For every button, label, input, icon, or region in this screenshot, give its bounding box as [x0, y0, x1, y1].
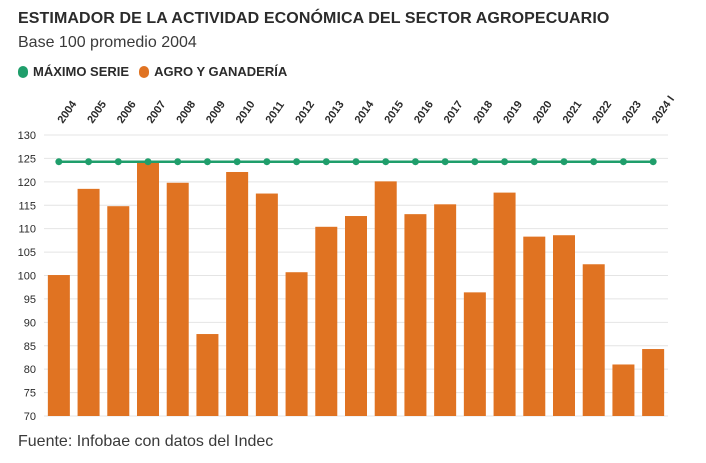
bar — [434, 204, 457, 416]
legend-label-agro: AGRO Y GANADERÍA — [154, 64, 288, 79]
bar — [553, 235, 575, 416]
x-tick-label: 2020 — [531, 99, 555, 126]
y-tick-label: 120 — [18, 177, 36, 189]
x-tick-label: 2009 — [204, 99, 228, 126]
bar — [523, 236, 546, 416]
max-series-point — [85, 158, 93, 166]
max-series-point — [649, 158, 657, 166]
x-tick-label: 2016 — [412, 99, 436, 126]
x-tick-label: 2011 — [263, 99, 287, 125]
x-tick-label: 2017 — [442, 99, 466, 126]
legend-label-max: MÁXIMO SERIE — [33, 64, 130, 79]
y-tick-label: 75 — [24, 388, 36, 400]
legend-swatch-agro — [139, 65, 150, 78]
chart-subtitle: Base 100 promedio 2004 — [18, 34, 197, 51]
max-series-point — [352, 158, 360, 166]
max-series-point — [471, 158, 479, 166]
x-tick-label: 2007 — [145, 99, 169, 126]
bar — [463, 292, 486, 416]
max-series-point — [530, 158, 538, 166]
max-series-point — [590, 158, 598, 166]
max-series-point — [501, 158, 509, 166]
bar — [77, 188, 100, 416]
bar — [315, 226, 338, 416]
x-tick-label: 2023 — [620, 99, 644, 126]
bar — [166, 182, 189, 416]
max-series-point — [233, 158, 241, 166]
max-series-point — [293, 158, 301, 166]
y-tick-label: 130 — [18, 130, 36, 142]
bar — [196, 334, 219, 416]
y-tick-label: 110 — [18, 224, 36, 236]
y-tick-label: 80 — [24, 364, 36, 376]
bar — [137, 161, 159, 416]
max-series-point — [322, 158, 330, 166]
y-tick-label: 70 — [24, 411, 36, 423]
max-series-point — [114, 158, 122, 166]
max-series-point — [144, 158, 152, 166]
max-series-point — [55, 158, 63, 166]
x-tick-label: 2004 — [55, 98, 79, 126]
legend-item-agro: AGRO Y GANADERÍA — [139, 64, 287, 79]
x-tick-label: 2005 — [85, 99, 109, 126]
x-tick-label: 2006 — [115, 99, 139, 126]
chart-legend: MÁXIMO SERIE AGRO Y GANADERÍA — [18, 64, 297, 79]
x-tick-label: 2019 — [501, 99, 525, 126]
y-tick-label: 85 — [24, 341, 36, 353]
bar — [345, 216, 367, 416]
x-tick-label: 2012 — [293, 99, 317, 126]
y-tick-label: 125 — [18, 153, 36, 165]
x-tick-label: 2024 I — [650, 94, 677, 126]
y-tick-label: 95 — [24, 294, 36, 306]
max-series-point — [203, 158, 211, 166]
y-tick-label: 100 — [18, 271, 36, 283]
max-series-point — [174, 158, 182, 166]
x-tick-label: 2013 — [323, 99, 347, 126]
y-tick-label: 115 — [18, 200, 36, 212]
source-note: Fuente: Infobae con datos del Indec — [18, 433, 274, 450]
y-tick-label: 105 — [18, 247, 36, 259]
x-tick-label: 2021 — [561, 99, 585, 126]
max-series-point — [441, 158, 449, 166]
max-series-point — [411, 158, 419, 166]
x-tick-label: 2014 — [353, 98, 377, 126]
bar — [226, 171, 249, 416]
bar — [255, 193, 278, 416]
x-tick-label: 2022 — [590, 99, 614, 126]
bar — [107, 206, 130, 416]
bar — [612, 364, 635, 416]
bar — [642, 349, 665, 416]
legend-swatch-max — [18, 65, 28, 78]
bar — [493, 192, 516, 416]
bar — [47, 275, 70, 416]
max-series-point — [619, 158, 627, 166]
legend-item-max: MÁXIMO SERIE — [18, 64, 129, 79]
bar — [285, 272, 308, 416]
chart-title: ESTIMADOR DE LA ACTIVIDAD ECONÓMICA DEL … — [18, 10, 610, 27]
max-series-point — [382, 158, 390, 166]
x-tick-label: 2018 — [471, 99, 495, 126]
bar — [582, 264, 605, 416]
max-series-point — [263, 158, 271, 166]
x-tick-label: 2008 — [174, 99, 198, 126]
bar — [374, 181, 397, 416]
max-series-point — [560, 158, 568, 166]
x-tick-label: 2015 — [382, 99, 406, 126]
bar — [404, 214, 427, 416]
y-tick-label: 90 — [24, 317, 36, 329]
x-tick-label: 2010 — [234, 99, 258, 126]
